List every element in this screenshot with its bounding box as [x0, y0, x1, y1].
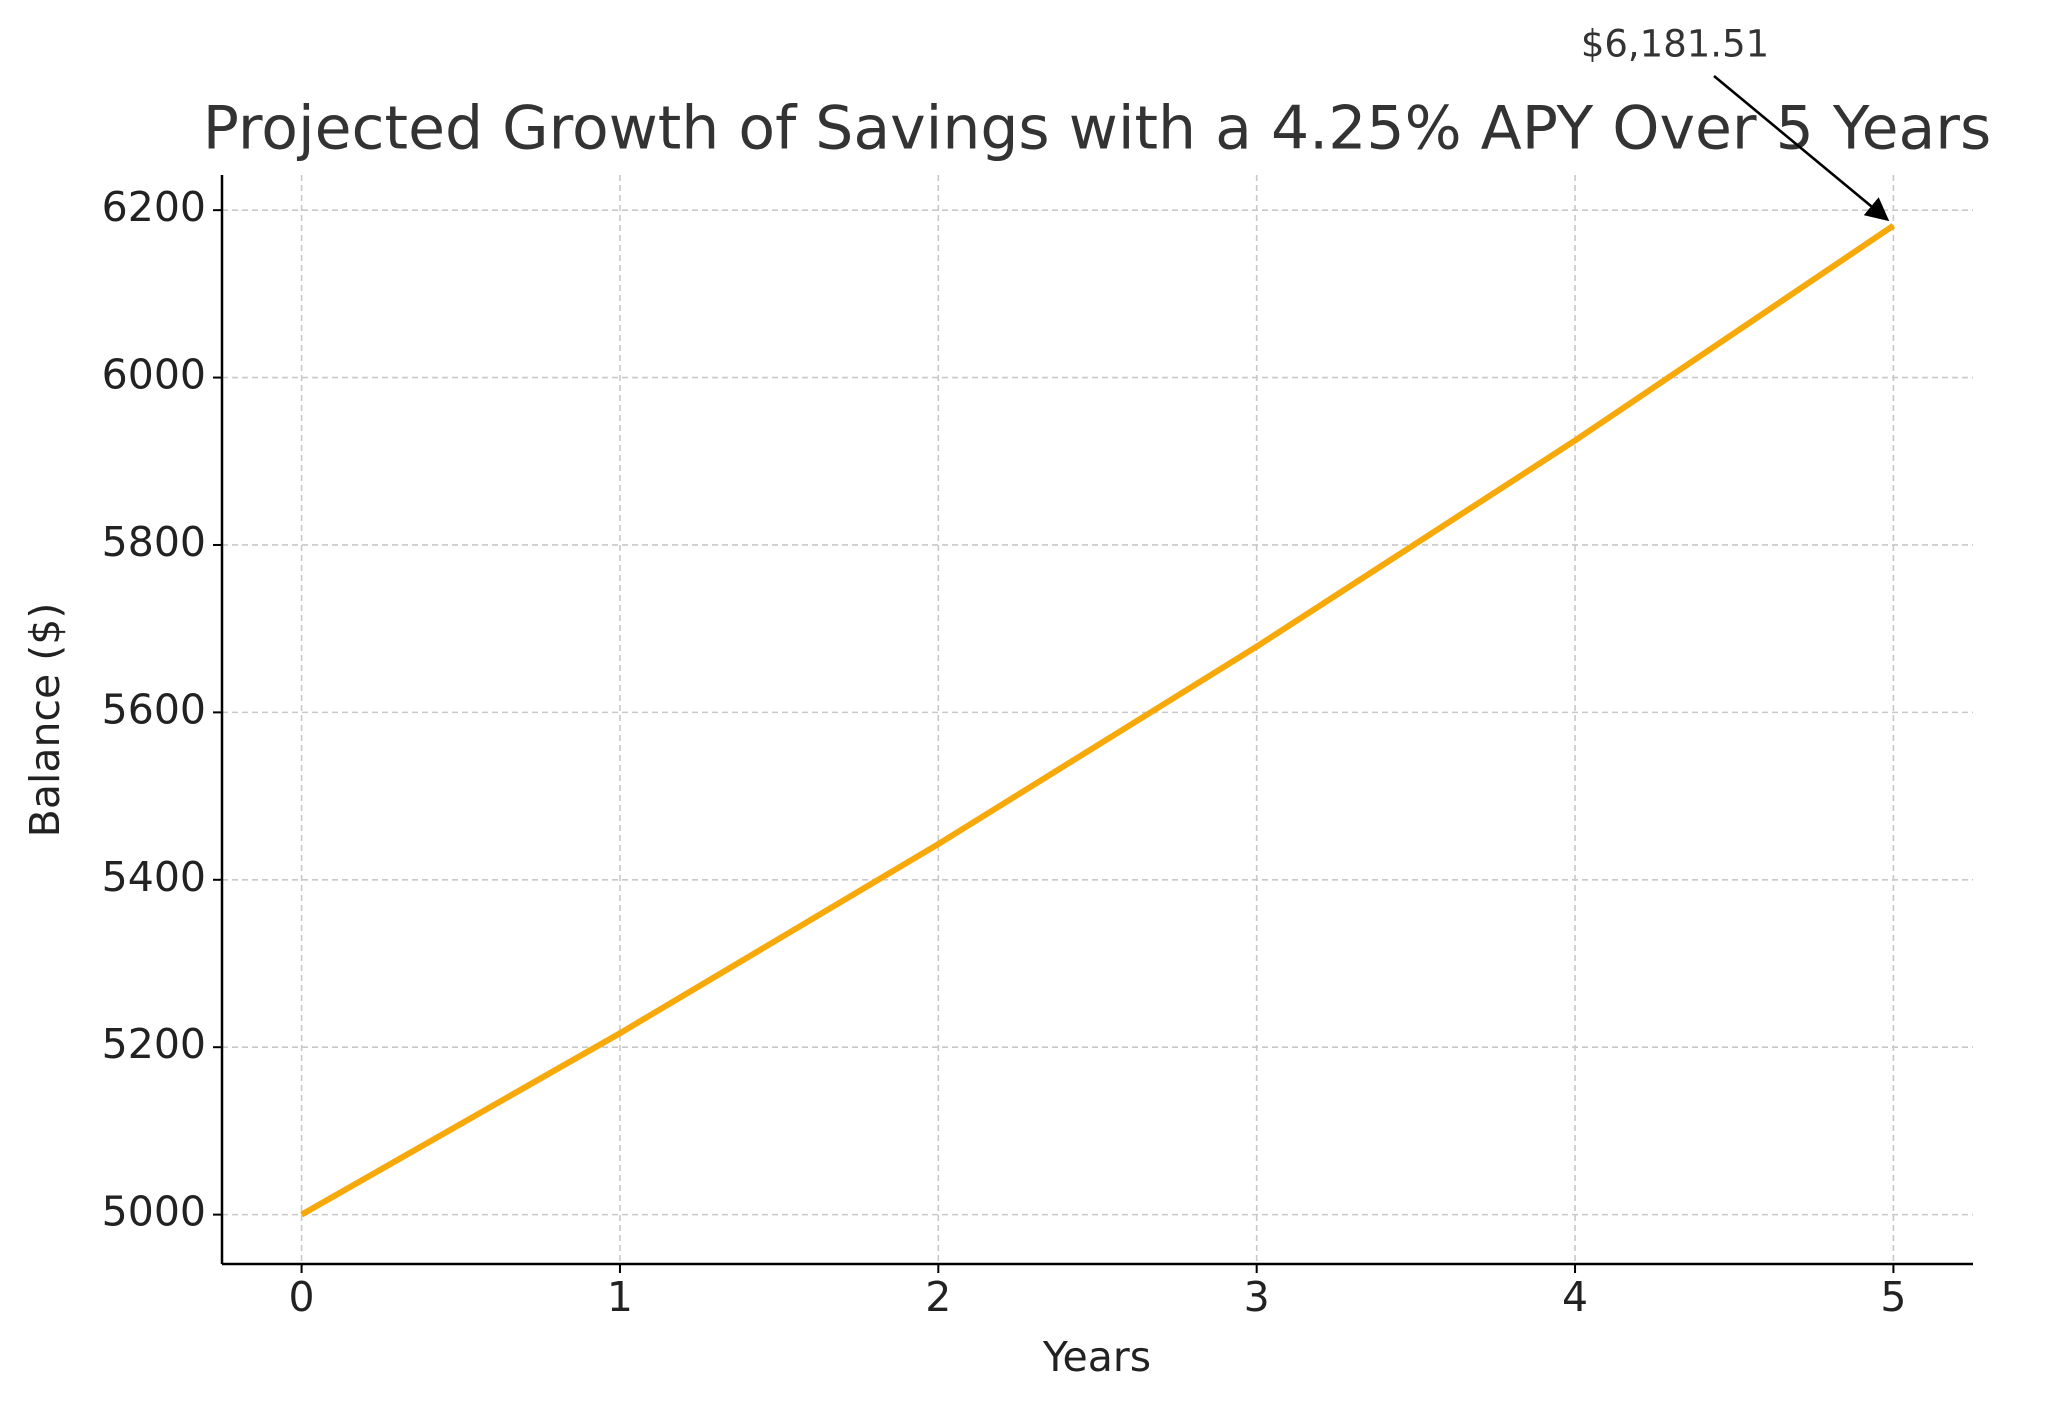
y-tick-label: 6200 — [102, 183, 206, 231]
data-line — [300, 223, 1896, 1218]
x-tick-label: 1 — [607, 1273, 633, 1321]
y-tick-label: 5200 — [102, 1020, 206, 1068]
y-tick-label: 5400 — [102, 853, 206, 901]
y-tick-label: 6000 — [102, 351, 206, 399]
annotation-text: $6,181.51 — [1581, 23, 1769, 66]
x-tick-label: 3 — [1244, 1273, 1270, 1321]
x-tick-label: 2 — [925, 1273, 951, 1321]
y-tick-label: 5800 — [102, 518, 206, 566]
y-tick-label: 5000 — [102, 1188, 206, 1236]
x-tick-label: 0 — [289, 1273, 315, 1321]
y-axis-label: Balance ($) — [21, 603, 69, 838]
y-tick-label: 5600 — [102, 685, 206, 733]
annotation-arrow — [1713, 74, 1890, 222]
chart-title: Projected Growth of Savings with a 4.25%… — [203, 94, 1991, 164]
x-axis-label: Years — [1042, 1333, 1151, 1381]
x-tick-label: 5 — [1880, 1273, 1906, 1321]
x-tick-label: 4 — [1562, 1273, 1588, 1321]
